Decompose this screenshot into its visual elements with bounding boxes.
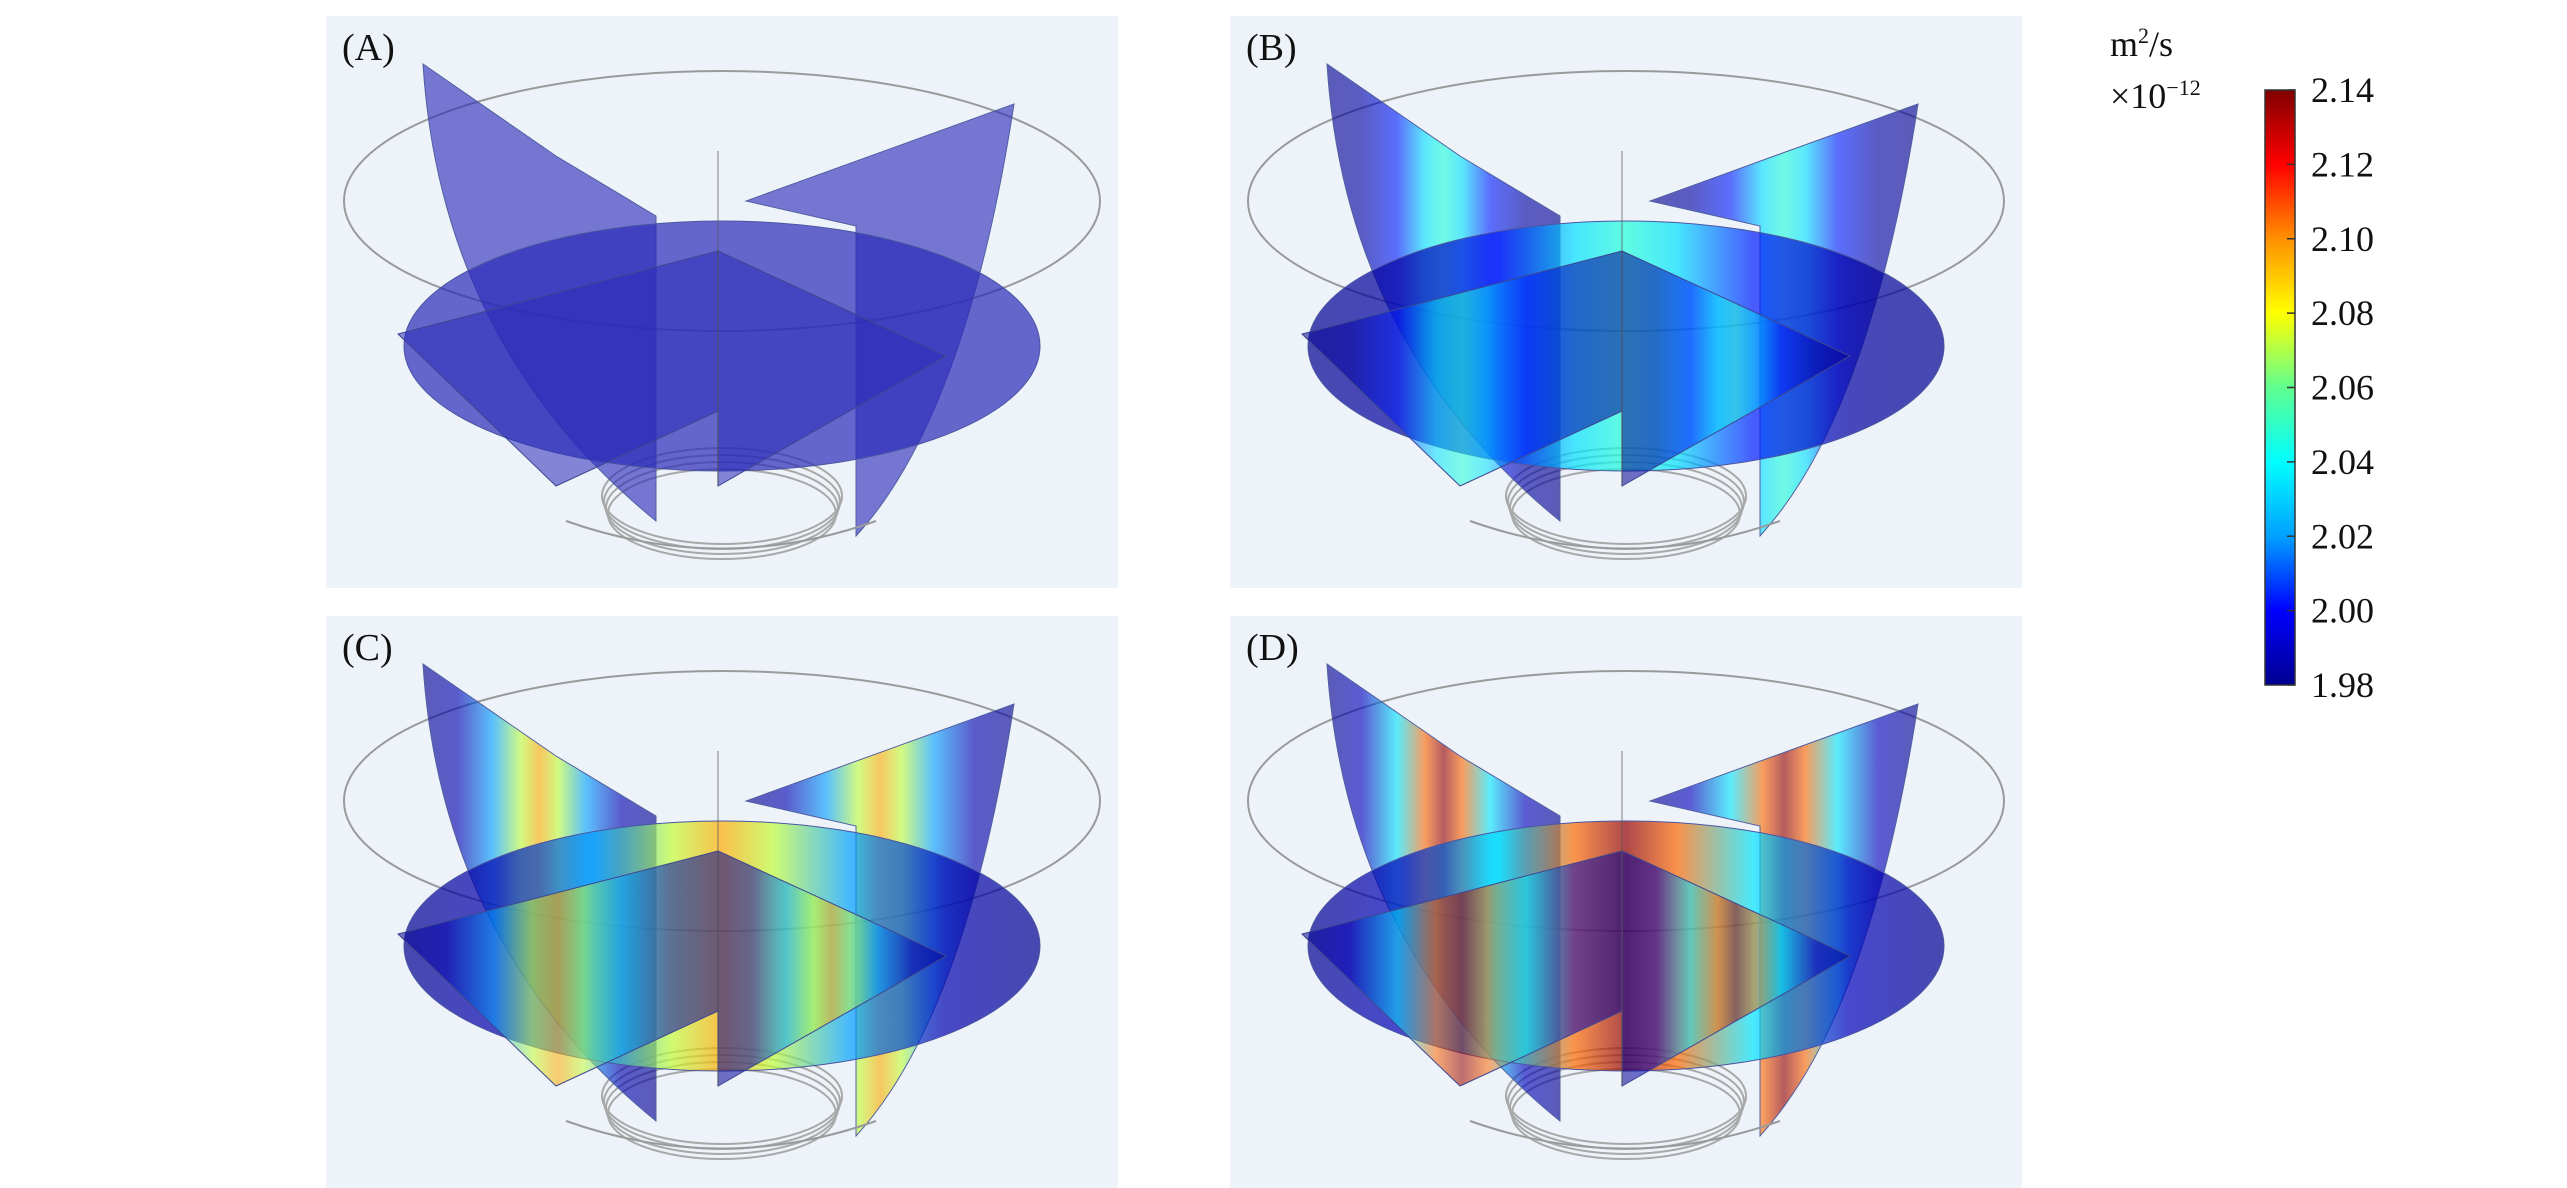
unit-base: m bbox=[2110, 24, 2139, 64]
colorbar-unit: m2/s ×10−12 bbox=[2110, 14, 2201, 118]
unit-rest: /s bbox=[2149, 24, 2174, 64]
colorbar-tick-label: 2.02 bbox=[2311, 516, 2374, 556]
panel-b-label: (B) bbox=[1246, 27, 1297, 69]
colorbar-tick-label: 2.04 bbox=[2311, 442, 2374, 482]
panel-c-label: (C) bbox=[342, 627, 393, 669]
colorbar-tick-label: 2.08 bbox=[2311, 293, 2374, 333]
base-outline bbox=[565, 1120, 877, 1150]
scale-prefix: ×10 bbox=[2110, 76, 2167, 116]
panel-d-label: (D) bbox=[1246, 627, 1299, 669]
panel-b: (B) bbox=[1230, 16, 2022, 588]
panel-a: (A) bbox=[326, 16, 1118, 588]
panel-c: (C) bbox=[326, 616, 1118, 1188]
panel-c-plot bbox=[326, 616, 1118, 1188]
unit-exponent: 2 bbox=[2138, 23, 2150, 48]
colorbar-tick-label: 2.12 bbox=[2311, 144, 2374, 184]
scale-exponent: −12 bbox=[2166, 75, 2201, 100]
colorbar-tick-label: 1.98 bbox=[2311, 665, 2374, 705]
panel-a-plot bbox=[326, 16, 1118, 588]
colorbar-tick-label: 2.10 bbox=[2311, 219, 2374, 259]
colorbar: 2.14 2.12 2.10 2.08 2.06 2.04 2.02 2.00 1.98 m2/… bbox=[2070, 0, 2567, 1181]
colorbar-tick-label: 2.06 bbox=[2311, 368, 2374, 408]
colorbar-tick-label: 2.00 bbox=[2311, 591, 2374, 631]
colorbar-tick-label: 2.14 bbox=[2311, 70, 2374, 110]
panel-d: (D) bbox=[1230, 616, 2022, 1188]
panel-a-label: (A) bbox=[342, 27, 395, 69]
panel-d-plot bbox=[1230, 616, 2022, 1188]
colorbar-scale: 2.14 2.12 2.10 2.08 2.06 2.04 2.02 2.00 1.98 bbox=[2264, 70, 2374, 705]
base-outline bbox=[1469, 1120, 1781, 1150]
base-outline bbox=[1469, 520, 1781, 550]
base-outline bbox=[565, 520, 877, 550]
panel-b-plot bbox=[1230, 16, 2022, 588]
